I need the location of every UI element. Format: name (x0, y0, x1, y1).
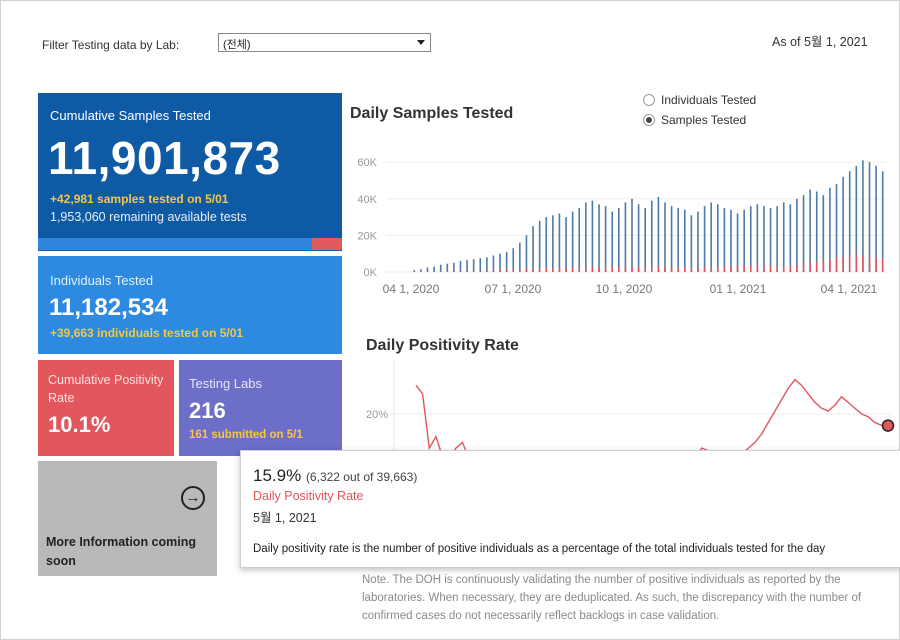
tooltip-description: Daily positivity rate is the number of p… (253, 543, 826, 555)
x-tick-label: 10 1, 2020 (596, 282, 653, 296)
daily-samples-chart-title: Daily Samples Tested (350, 105, 514, 122)
positivity-line (415, 378, 889, 451)
cumulative-samples-value: 11,901,873 (48, 132, 281, 184)
radio-individuals-tested[interactable]: Individuals Tested (643, 90, 756, 110)
y-tick-label: 40K (357, 194, 377, 206)
positivity-rate-title: Cumulative Positivity Rate (48, 373, 164, 405)
y-tick-label: 60K (357, 157, 377, 169)
individuals-increase-text: +39,663 individuals tested on 5/01 (50, 326, 244, 340)
y-tick-label: 20% (366, 409, 388, 421)
positivity-rate-chart[interactable]: 20% (346, 361, 900, 451)
tooltip-value-line: 15.9% (6,322 out of 39,663) (253, 466, 417, 486)
tooltip-detail: (6,322 out of 39,663) (305, 470, 418, 484)
testing-labs-title: Testing Labs (189, 376, 262, 391)
positivity-rate-card[interactable]: Cumulative Positivity Rate 10.1% (38, 360, 174, 456)
cumulative-samples-title: Cumulative Samples Tested (50, 108, 211, 123)
highlight-point (881, 419, 895, 432)
chevron-down-icon[interactable] (417, 40, 425, 45)
tooltip-metric: Daily Positivity Rate (253, 489, 364, 503)
arrow-right-circle-icon[interactable]: → (181, 486, 205, 510)
y-tick-label: 20K (357, 230, 377, 242)
validation-note: Note. The DOH is continuously validating… (362, 574, 862, 622)
positivity-tooltip: 15.9% (6,322 out of 39,663) Daily Positi… (240, 450, 900, 568)
positivity-chart-title: Daily Positivity Rate (366, 337, 519, 354)
radio-button[interactable] (643, 114, 655, 126)
x-tick-label: 04 1, 2020 (383, 282, 440, 296)
tooltip-date: 5월 1, 2021 (253, 511, 317, 525)
lab-filter-value: (전체) (223, 39, 251, 51)
arrow-glyph: → (185, 489, 201, 506)
capacity-bar (38, 238, 342, 250)
capacity-remaining-fill (311, 238, 342, 250)
radio-label: Samples Tested (661, 113, 747, 127)
filter-label: Filter Testing data by Lab: (42, 38, 180, 52)
individuals-tested-title: Individuals Tested (50, 273, 154, 288)
remaining-tests-text: 1,953,060 remaining available tests (50, 210, 247, 224)
as-of-date: As of 5월 1, 2021 (772, 35, 868, 49)
daily-samples-chart[interactable]: 60K 40K 20K 0K 04 1, 2020 07 1, 2020 10 1, 202… (346, 141, 891, 306)
individuals-tested-value: 11,182,534 (49, 294, 168, 321)
radio-button[interactable] (643, 94, 655, 106)
metric-radio-group: Individuals Tested Samples Tested (643, 90, 756, 130)
x-tick-label: 01 1, 2021 (710, 282, 767, 296)
more-information-card[interactable]: → More Information coming soon (38, 461, 217, 576)
tooltip-value: 15.9% (253, 466, 302, 485)
x-tick-label: 07 1, 2020 (485, 282, 542, 296)
individuals-tested-card[interactable]: Individuals Tested 11,182,534 +39,663 in… (38, 256, 342, 354)
x-tick-label: 04 1, 2021 (821, 282, 878, 296)
lab-filter-select[interactable]: (전체) (218, 33, 431, 52)
more-information-label: More Information coming soon (46, 535, 196, 568)
radio-samples-tested[interactable]: Samples Tested (643, 110, 756, 130)
labs-submitted-text: 161 submitted on 5/1 (189, 429, 303, 441)
testing-labs-card[interactable]: Testing Labs 216 161 submitted on 5/1 (179, 360, 342, 456)
cumulative-samples-card[interactable]: Cumulative Samples Tested 11,901,873 +42… (38, 93, 342, 251)
radio-label: Individuals Tested (661, 93, 757, 107)
y-tick-label: 0K (364, 267, 378, 279)
testing-labs-value: 216 (189, 398, 226, 423)
samples-increase-text: +42,981 samples tested on 5/01 (50, 192, 229, 206)
positivity-rate-value: 10.1% (48, 412, 111, 437)
